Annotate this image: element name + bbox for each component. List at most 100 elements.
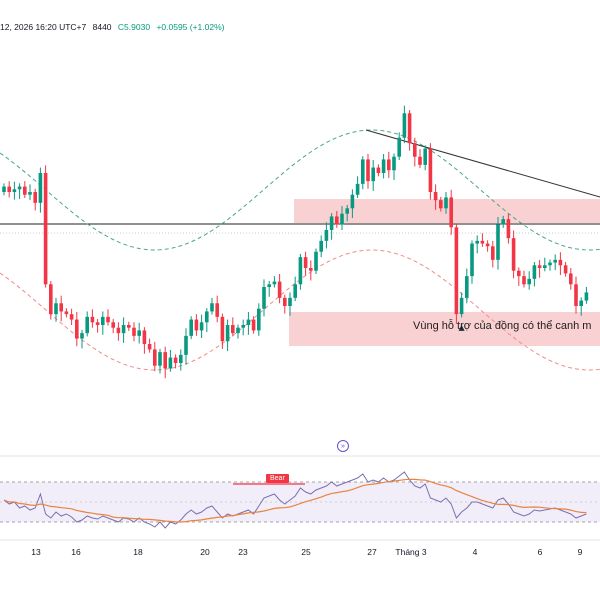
candle-body[interactable] [345, 208, 349, 214]
candle-body[interactable] [480, 240, 485, 244]
candle-body[interactable] [459, 297, 464, 315]
candle-body[interactable] [95, 322, 100, 325]
candle-body[interactable] [496, 224, 500, 260]
candle-body[interactable] [106, 316, 110, 323]
candle-body[interactable] [423, 148, 427, 165]
candle-body[interactable] [387, 159, 391, 171]
candle-body[interactable] [199, 322, 204, 331]
candle-body[interactable] [517, 270, 521, 277]
candle-body[interactable] [444, 197, 448, 209]
candle-body[interactable] [563, 265, 568, 274]
trend-line[interactable] [365, 129, 600, 198]
candle-body[interactable] [392, 156, 396, 171]
candle-body[interactable] [553, 259, 557, 263]
candle-body[interactable] [335, 216, 339, 225]
candle-body[interactable] [184, 335, 188, 355]
candle-body[interactable] [7, 186, 11, 192]
candle-body[interactable] [147, 344, 152, 350]
candle-body[interactable] [231, 325, 235, 334]
candle-body[interactable] [470, 243, 474, 277]
candle-body[interactable] [350, 194, 355, 209]
candle-body[interactable] [397, 137, 401, 157]
candle-body[interactable] [439, 200, 443, 209]
candle-body[interactable] [267, 284, 271, 287]
candle-body[interactable] [168, 357, 173, 369]
candle-body[interactable] [293, 284, 297, 298]
candle-body[interactable] [101, 316, 105, 325]
candle-body[interactable] [163, 352, 167, 369]
candle-body[interactable] [158, 352, 162, 366]
candle-body[interactable] [23, 186, 27, 195]
candle-body[interactable] [137, 330, 141, 336]
candle-body[interactable] [85, 316, 89, 334]
candle-body[interactable] [366, 159, 370, 182]
candle-body[interactable] [584, 292, 589, 301]
candle-body[interactable] [376, 167, 381, 173]
candle-body[interactable] [69, 314, 74, 320]
candle-body[interactable] [80, 333, 84, 339]
candle-body[interactable] [527, 278, 531, 285]
candle-body[interactable] [277, 281, 282, 298]
candle-body[interactable] [537, 265, 542, 268]
candle-body[interactable] [449, 197, 453, 228]
candle-body[interactable] [38, 173, 43, 203]
candle-body[interactable] [418, 156, 422, 165]
candle-body[interactable] [33, 192, 37, 203]
candle-body[interactable] [309, 268, 313, 271]
candle-body[interactable] [17, 186, 22, 190]
candle-body[interactable] [402, 113, 407, 138]
candle-body[interactable] [548, 262, 552, 266]
candle-body[interactable] [532, 265, 537, 279]
candle-body[interactable] [314, 251, 318, 271]
candle-body[interactable] [28, 192, 32, 195]
candle-body[interactable] [153, 349, 157, 366]
candle-body[interactable] [543, 265, 547, 268]
candle-body[interactable] [132, 327, 136, 336]
candle-body[interactable] [246, 319, 251, 325]
candle-body[interactable] [522, 276, 526, 285]
candle-body[interactable] [2, 186, 6, 192]
candle-body[interactable] [262, 287, 266, 309]
candle-body[interactable] [64, 311, 69, 315]
candle-body[interactable] [205, 311, 209, 323]
candle-body[interactable] [142, 330, 147, 344]
candle-body[interactable] [251, 319, 256, 331]
candle-body[interactable] [355, 183, 360, 195]
candle-body[interactable] [189, 319, 193, 336]
candle-body[interactable] [574, 284, 578, 306]
candle-body[interactable] [579, 300, 583, 306]
candle-body[interactable] [428, 148, 433, 192]
candle-body[interactable] [569, 273, 573, 285]
candle-body[interactable] [210, 303, 214, 312]
candle-body[interactable] [59, 303, 63, 312]
candle-body[interactable] [12, 189, 17, 192]
candle-body[interactable] [340, 213, 344, 225]
candle-body[interactable] [329, 216, 334, 230]
candle-body[interactable] [433, 192, 438, 201]
candle-body[interactable] [558, 259, 563, 266]
candle-body[interactable] [491, 246, 495, 260]
candle-body[interactable] [511, 238, 516, 271]
candle-body[interactable] [272, 281, 277, 285]
candle-body[interactable] [54, 303, 58, 315]
candle-body[interactable] [485, 243, 490, 247]
candle-body[interactable] [241, 325, 245, 328]
candle-body[interactable] [49, 284, 53, 315]
candle-body[interactable] [288, 297, 292, 306]
candle-body[interactable] [111, 322, 115, 328]
candle-body[interactable] [324, 230, 329, 241]
candle-body[interactable] [127, 325, 131, 328]
candle-body[interactable] [236, 327, 240, 334]
candle-body[interactable] [298, 257, 303, 285]
candle-body[interactable] [361, 159, 365, 184]
candle-body[interactable] [43, 173, 48, 285]
candle-body[interactable] [173, 357, 178, 363]
candle-body[interactable] [501, 219, 505, 225]
candle-body[interactable] [407, 113, 412, 144]
candle-body[interactable] [225, 325, 230, 342]
candle-body[interactable] [179, 354, 183, 363]
candle-body[interactable] [371, 167, 375, 182]
candle-body[interactable] [303, 257, 308, 268]
candle-body[interactable] [257, 308, 261, 331]
candle-body[interactable] [90, 316, 95, 323]
